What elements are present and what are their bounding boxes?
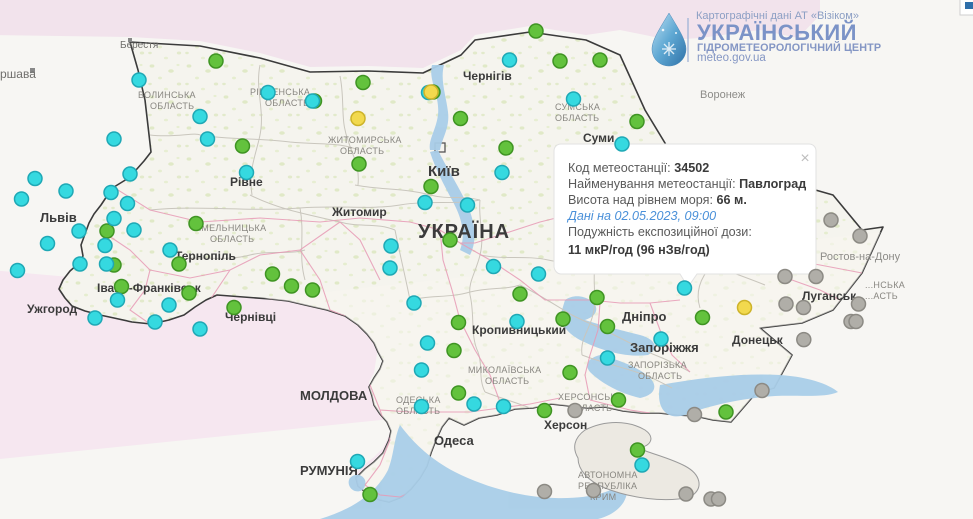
svg-text:Найменування метеостанції: Пав: Найменування метеостанції: Павлоград bbox=[568, 177, 806, 191]
svg-text:Висота над рівнем моря: 66 м.: Висота над рівнем моря: 66 м. bbox=[568, 193, 747, 207]
svg-text:ХМЕЛЬНИЦЬКА: ХМЕЛЬНИЦЬКА bbox=[195, 223, 266, 233]
svg-text:РІВНЕНСЬКА: РІВНЕНСЬКА bbox=[250, 87, 310, 97]
svg-text:ОБЛАСТЬ: ОБЛАСТЬ bbox=[210, 234, 254, 244]
svg-text:Суми: Суми bbox=[583, 131, 614, 145]
svg-text:АВТОНОМНА: АВТОНОМНА bbox=[578, 470, 638, 480]
svg-text:Подужність експозиційної дози:: Подужність експозиційної дози: bbox=[568, 225, 752, 239]
svg-text:ОБЛАСТЬ: ОБЛАСТЬ bbox=[638, 371, 682, 381]
svg-text:×: × bbox=[800, 150, 809, 167]
svg-text:ЖИТОМИРСЬКА: ЖИТОМИРСЬКА bbox=[328, 135, 402, 145]
svg-text:Херсон: Херсон bbox=[544, 418, 587, 432]
svg-text:Дані на 02.05.2023, 09:00: Дані на 02.05.2023, 09:00 bbox=[566, 209, 716, 223]
svg-text:Код метеостанції: 34502: Код метеостанції: 34502 bbox=[568, 161, 709, 175]
svg-text:МИКОЛАЇВСЬКА: МИКОЛАЇВСЬКА bbox=[468, 365, 541, 375]
svg-text:Ужгород: Ужгород bbox=[27, 302, 77, 316]
svg-text:Воронеж: Воронеж bbox=[700, 89, 746, 101]
svg-text:Одеса: Одеса bbox=[434, 433, 474, 448]
svg-text:Ростов-на-Дону: Ростов-на-Дону bbox=[820, 251, 901, 263]
svg-text:11 мкР/год (96 нЗв/год): 11 мкР/год (96 нЗв/год) bbox=[568, 243, 710, 257]
svg-text:Донецьк: Донецьк bbox=[732, 333, 784, 347]
svg-text:Київ: Київ bbox=[428, 163, 460, 180]
svg-text:ЗАПОРІЗЬКА: ЗАПОРІЗЬКА bbox=[628, 360, 687, 370]
svg-text:ОБЛАСТЬ: ОБЛАСТЬ bbox=[150, 101, 194, 111]
svg-text:Луганськ: Луганськ bbox=[802, 289, 857, 303]
svg-text:ОБЛАСТЬ: ОБЛАСТЬ bbox=[485, 376, 529, 386]
svg-text:ршава: ршава bbox=[0, 67, 36, 81]
svg-text:Берестя: Берестя bbox=[120, 40, 158, 51]
svg-text:МОЛДОВА: МОЛДОВА bbox=[300, 388, 368, 403]
svg-text:ОБЛАСТЬ: ОБЛАСТЬ bbox=[340, 146, 384, 156]
svg-text:meteo.gov.ua: meteo.gov.ua bbox=[697, 52, 766, 64]
svg-text:...АСТЬ: ...АСТЬ bbox=[865, 291, 898, 301]
svg-text:Дніпро: Дніпро bbox=[622, 309, 667, 324]
svg-text:ВОЛИНСЬКА: ВОЛИНСЬКА bbox=[138, 90, 196, 100]
svg-text:ОБЛАСТЬ: ОБЛАСТЬ bbox=[555, 113, 599, 123]
svg-text:...НСЬКА: ...НСЬКА bbox=[865, 280, 905, 290]
svg-text:УКРАЇНА: УКРАЇНА bbox=[418, 220, 510, 243]
svg-text:ОБЛАСТЬ: ОБЛАСТЬ bbox=[265, 98, 309, 108]
svg-text:Чернігів: Чернігів bbox=[463, 69, 512, 83]
svg-text:Житомир: Житомир bbox=[331, 205, 387, 219]
svg-text:РУМУНІЯ: РУМУНІЯ bbox=[300, 463, 358, 478]
svg-text:Львів: Львів bbox=[40, 210, 77, 225]
